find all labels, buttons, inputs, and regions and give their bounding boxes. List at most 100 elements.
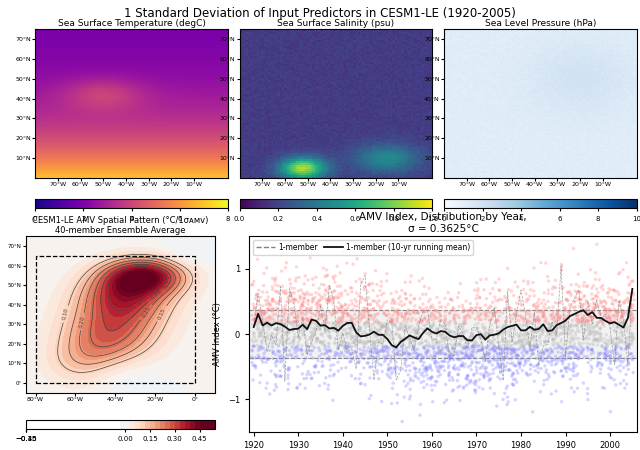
Point	[265, 300, 275, 307]
Point	[439, 350, 449, 357]
Point	[627, 330, 637, 338]
Point	[492, 317, 502, 324]
Point	[550, 352, 561, 360]
Point	[502, 337, 513, 344]
Point	[534, 333, 545, 340]
Point	[574, 288, 584, 295]
Point	[420, 314, 430, 321]
Point	[601, 353, 611, 360]
Point	[284, 328, 294, 336]
Point	[284, 347, 294, 354]
Point	[276, 333, 287, 340]
Point	[284, 306, 294, 313]
Point	[379, 323, 389, 330]
Point	[586, 321, 596, 328]
Point	[273, 313, 283, 320]
Point	[248, 362, 259, 369]
Point	[510, 340, 520, 347]
Point	[614, 338, 625, 345]
Point	[413, 309, 423, 316]
Point	[584, 331, 594, 338]
Point	[397, 337, 407, 344]
Point	[518, 278, 529, 285]
Point	[319, 281, 329, 288]
Point	[468, 307, 478, 315]
Point	[369, 305, 379, 312]
Point	[319, 291, 330, 298]
Point	[596, 284, 606, 291]
Point	[364, 338, 374, 345]
Point	[628, 333, 638, 340]
Point	[443, 359, 453, 366]
Point	[621, 344, 632, 351]
Point	[572, 345, 582, 352]
Point	[517, 342, 527, 350]
Point	[320, 342, 330, 350]
Point	[600, 349, 610, 356]
Point	[474, 329, 484, 336]
Point	[573, 353, 584, 360]
Point	[356, 279, 367, 286]
Point	[288, 325, 298, 332]
Point	[328, 397, 338, 404]
Point	[491, 308, 501, 315]
Point	[319, 380, 330, 387]
Point	[444, 325, 454, 333]
Point	[545, 321, 556, 328]
Point	[331, 335, 341, 342]
Point	[622, 362, 632, 369]
Point	[426, 304, 436, 311]
Point	[590, 292, 600, 299]
Point	[503, 339, 513, 346]
Point	[432, 365, 442, 373]
Point	[522, 296, 532, 303]
Point	[477, 345, 488, 352]
Point	[616, 339, 627, 346]
Point	[449, 342, 459, 349]
Point	[399, 349, 410, 356]
Point	[417, 317, 427, 324]
Point	[467, 333, 477, 340]
Point	[257, 302, 268, 310]
Point	[449, 345, 460, 352]
Point	[521, 298, 531, 305]
Point	[278, 313, 289, 320]
Point	[337, 303, 348, 310]
Point	[339, 327, 349, 334]
Point	[547, 291, 557, 298]
Point	[355, 325, 365, 333]
Point	[357, 314, 367, 321]
Point	[325, 366, 335, 373]
Point	[570, 351, 580, 358]
Point	[492, 402, 502, 410]
Point	[428, 339, 438, 346]
Point	[492, 316, 502, 323]
Point	[550, 318, 560, 325]
Point	[324, 353, 334, 360]
Point	[419, 343, 429, 351]
Point	[461, 336, 472, 343]
Point	[621, 339, 632, 346]
Point	[383, 373, 394, 380]
Point	[612, 308, 623, 315]
Point	[526, 351, 536, 358]
Point	[365, 364, 375, 371]
Point	[372, 367, 382, 374]
Point	[521, 332, 531, 339]
Point	[516, 297, 526, 305]
Point	[281, 344, 291, 351]
Point	[436, 363, 447, 370]
Point	[404, 324, 415, 331]
Point	[461, 351, 472, 359]
Point	[584, 303, 594, 310]
Point	[596, 350, 606, 357]
Point	[342, 334, 352, 341]
Point	[451, 335, 461, 342]
Point	[578, 315, 588, 322]
Point	[509, 292, 519, 299]
Point	[490, 343, 500, 350]
Point	[441, 351, 451, 358]
Point	[605, 318, 616, 325]
Point	[615, 362, 625, 369]
Point	[341, 331, 351, 338]
